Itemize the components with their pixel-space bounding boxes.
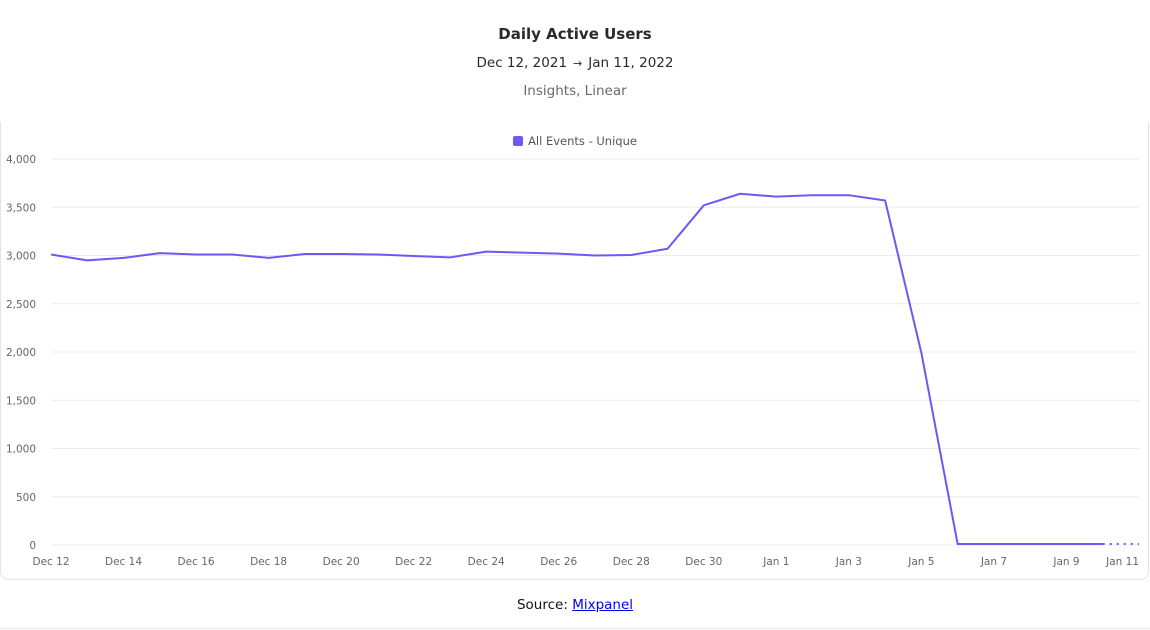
data-point [195, 254, 197, 256]
data-point [86, 259, 88, 261]
data-point [884, 199, 886, 201]
data-point [304, 253, 306, 255]
x-tick-label: Dec 22 [395, 556, 432, 568]
data-point [1138, 543, 1140, 545]
y-tick-label: 4,000 [6, 154, 36, 166]
data-point [1102, 543, 1104, 545]
date-range: Dec 12, 2021 → Jan 11, 2022 [0, 55, 1150, 71]
x-tick-label: Jan 5 [907, 556, 934, 568]
data-point [667, 248, 669, 250]
x-tick-label: Dec 18 [250, 556, 287, 568]
data-point [50, 254, 52, 256]
data-point [485, 251, 487, 253]
series-line [50, 192, 1103, 546]
y-tick-label: 500 [16, 492, 36, 504]
page-title: Daily Active Users [498, 25, 652, 43]
x-tick-label: Jan 9 [1052, 556, 1079, 568]
data-point [159, 252, 161, 254]
data-point [449, 256, 451, 258]
data-point [231, 254, 233, 256]
data-point [957, 543, 959, 545]
y-tick-label: 2,500 [6, 299, 36, 311]
data-point [521, 252, 523, 254]
x-tick-label: Dec 28 [613, 556, 650, 568]
x-tick-label: Dec 16 [178, 556, 215, 568]
arrow-right-icon: → [573, 57, 583, 70]
y-tick-label: 2,000 [6, 347, 36, 359]
data-point [703, 204, 705, 206]
date-start: Dec 12, 2021 [476, 55, 568, 71]
x-tick-label: Dec 20 [323, 556, 360, 568]
data-point [775, 196, 777, 198]
line-chart: 0 500 1,000 1,500 2,000 2,500 3,000 3,500 4,000 D… [6, 154, 1140, 568]
x-tick-label: Dec 26 [540, 556, 577, 568]
data-point [376, 254, 378, 256]
x-tick-label: Dec 24 [468, 556, 505, 568]
data-point [848, 194, 850, 196]
source-prefix: Source: [516, 597, 568, 613]
data-point [630, 254, 632, 256]
data-point [1029, 543, 1031, 545]
x-tick-label: Dec 14 [105, 556, 142, 568]
data-point [340, 253, 342, 255]
legend-swatch [513, 136, 524, 146]
bottom-divider [0, 628, 1150, 629]
source-link[interactable]: Mixpanel [572, 597, 634, 613]
data-point [123, 257, 125, 259]
report-subtitle: Insights, Linear [523, 83, 627, 99]
date-end: Jan 11, 2022 [588, 55, 674, 71]
chart-legend: All Events - Unique [0, 134, 1150, 148]
x-tick-label: Dec 12 [32, 556, 69, 568]
data-point [1065, 543, 1067, 545]
y-tick-label: 3,500 [6, 202, 36, 214]
x-tick-label: Jan 3 [835, 556, 862, 568]
y-tick-label: 0 [29, 540, 36, 552]
x-tick-label: Jan 11 [1105, 556, 1139, 568]
y-tick-label: 1,500 [6, 395, 36, 407]
data-point [268, 257, 270, 259]
source-line: Source: Mixpanel [0, 597, 1150, 613]
chart-card [0, 122, 1149, 580]
data-point [920, 352, 922, 354]
data-point [558, 253, 560, 255]
x-tick-label: Jan 7 [980, 556, 1007, 568]
data-point [812, 194, 814, 196]
legend-label: All Events - Unique [528, 134, 637, 148]
y-tick-label: 3,000 [6, 251, 36, 263]
data-point [993, 543, 995, 545]
data-point [739, 193, 741, 195]
data-point [413, 255, 415, 257]
y-tick-label: 1,000 [6, 444, 36, 456]
data-point [594, 255, 596, 257]
x-tick-label: Dec 30 [685, 556, 722, 568]
x-tick-label: Jan 1 [762, 556, 789, 568]
